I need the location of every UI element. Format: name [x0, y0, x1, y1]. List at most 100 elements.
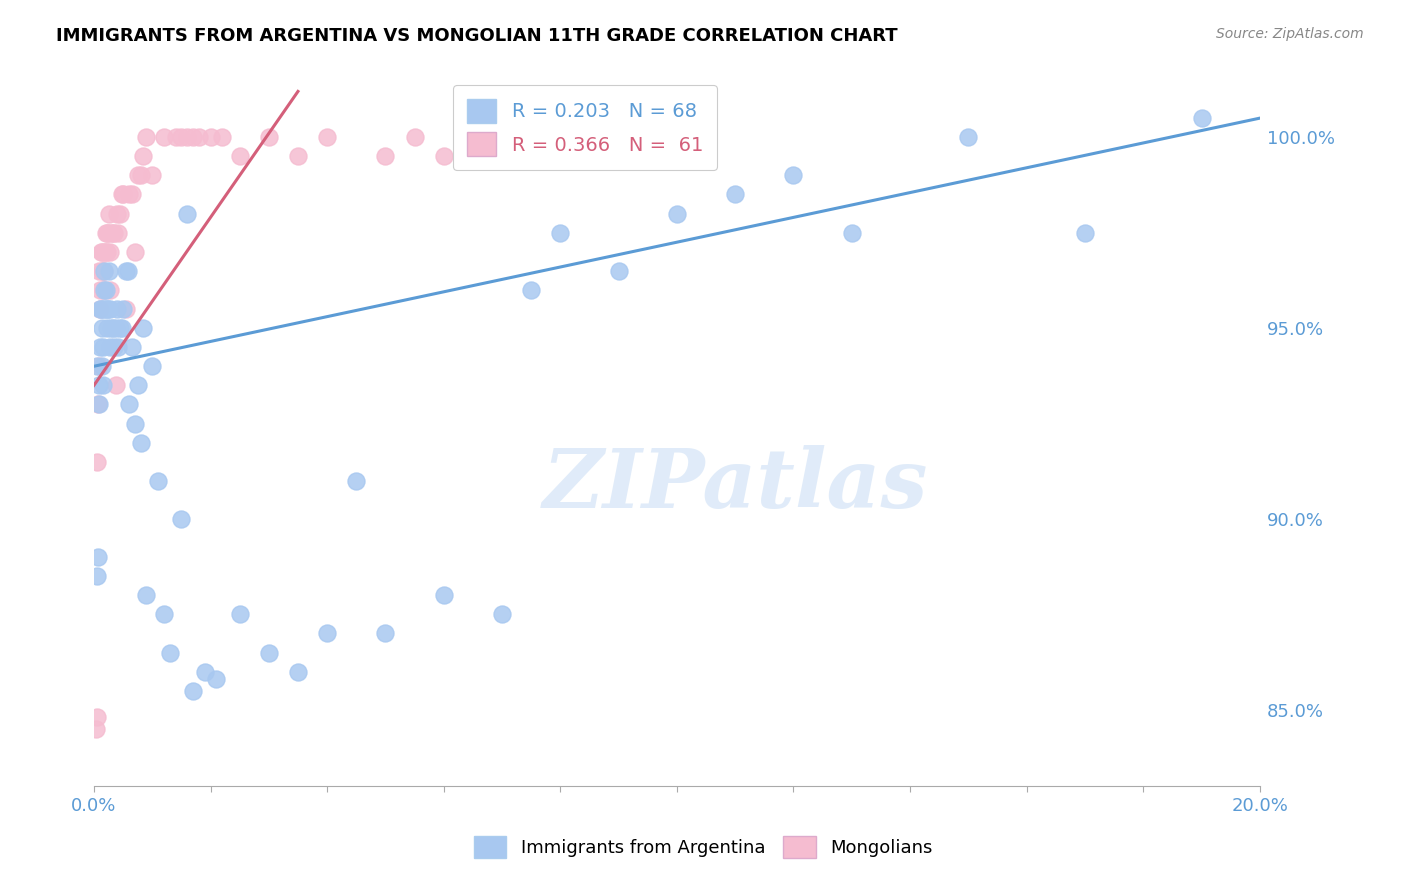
Point	[96, 301, 118, 316]
Point	[135, 588, 157, 602]
Point	[86, 569, 108, 583]
Point	[89, 301, 111, 316]
Point	[404, 130, 426, 145]
Point	[132, 321, 155, 335]
Point	[153, 130, 176, 145]
Point	[344, 474, 367, 488]
Point	[96, 226, 118, 240]
Point	[287, 665, 309, 679]
Point	[100, 226, 122, 240]
Point	[101, 321, 124, 335]
Point	[91, 378, 114, 392]
Point	[121, 340, 143, 354]
Point	[111, 321, 134, 335]
Point	[127, 378, 149, 392]
Point	[165, 130, 187, 145]
Point	[93, 264, 115, 278]
Point	[129, 169, 152, 183]
Legend: R = 0.203   N = 68, R = 0.366   N =  61: R = 0.203 N = 68, R = 0.366 N = 61	[453, 86, 717, 169]
Point	[87, 264, 110, 278]
Point	[187, 130, 209, 145]
Point	[153, 607, 176, 622]
Point	[491, 130, 513, 145]
Point	[607, 264, 630, 278]
Point	[115, 301, 138, 316]
Point	[90, 301, 112, 316]
Point	[86, 710, 108, 724]
Point	[127, 169, 149, 183]
Point	[87, 397, 110, 411]
Point	[141, 359, 163, 374]
Point	[548, 149, 571, 163]
Point	[91, 340, 114, 354]
Point	[98, 301, 121, 316]
Point	[108, 321, 131, 335]
Point	[433, 588, 456, 602]
Legend: Immigrants from Argentina, Mongolians: Immigrants from Argentina, Mongolians	[467, 829, 939, 865]
Point	[194, 665, 217, 679]
Point	[97, 301, 120, 316]
Point	[107, 340, 129, 354]
Point	[101, 226, 124, 240]
Point	[98, 340, 121, 354]
Text: IMMIGRANTS FROM ARGENTINA VS MONGOLIAN 11TH GRADE CORRELATION CHART: IMMIGRANTS FROM ARGENTINA VS MONGOLIAN 1…	[56, 27, 898, 45]
Text: ZIPatlas: ZIPatlas	[543, 445, 928, 524]
Point	[257, 130, 280, 145]
Point	[96, 244, 118, 259]
Point	[159, 646, 181, 660]
Point	[90, 264, 112, 278]
Text: Source: ZipAtlas.com: Source: ZipAtlas.com	[1216, 27, 1364, 41]
Point	[87, 550, 110, 565]
Point	[96, 226, 118, 240]
Point	[176, 206, 198, 220]
Point	[103, 340, 125, 354]
Point	[94, 283, 117, 297]
Point	[112, 301, 135, 316]
Point	[89, 340, 111, 354]
Point	[91, 244, 114, 259]
Point	[374, 626, 396, 640]
Point	[124, 244, 146, 259]
Point	[111, 187, 134, 202]
Point	[97, 264, 120, 278]
Point	[129, 435, 152, 450]
Point	[86, 359, 108, 374]
Point	[1191, 111, 1213, 125]
Point	[170, 130, 193, 145]
Point	[112, 187, 135, 202]
Point	[105, 321, 128, 335]
Point	[91, 283, 114, 297]
Point	[211, 130, 233, 145]
Point	[205, 673, 228, 687]
Point	[89, 283, 111, 297]
Point	[124, 417, 146, 431]
Point	[97, 226, 120, 240]
Point	[257, 646, 280, 660]
Point	[135, 130, 157, 145]
Point	[89, 359, 111, 374]
Point	[118, 397, 141, 411]
Point	[93, 244, 115, 259]
Point	[103, 226, 125, 240]
Point	[287, 149, 309, 163]
Point	[228, 607, 250, 622]
Point	[782, 169, 804, 183]
Point	[115, 264, 138, 278]
Point	[91, 321, 114, 335]
Point	[94, 301, 117, 316]
Point	[957, 130, 980, 145]
Point	[98, 244, 121, 259]
Point	[146, 474, 169, 488]
Point	[118, 187, 141, 202]
Point	[548, 226, 571, 240]
Point	[86, 455, 108, 469]
Point	[316, 626, 339, 640]
Point	[374, 149, 396, 163]
Point	[117, 264, 139, 278]
Point	[141, 169, 163, 183]
Point	[491, 607, 513, 622]
Point	[94, 283, 117, 297]
Point	[93, 283, 115, 297]
Point	[841, 226, 863, 240]
Point	[724, 187, 747, 202]
